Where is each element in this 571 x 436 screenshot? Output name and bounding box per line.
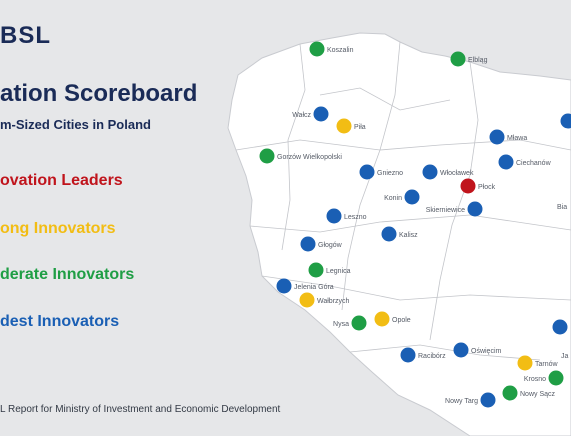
city-label-wa-brzych: Wałbrzych <box>317 298 350 305</box>
legend-modest: dest Innovators <box>0 313 120 330</box>
city-marker-racibo-rz <box>400 347 416 363</box>
city-label-konin: Konin <box>384 195 402 202</box>
city-marker-elbla-g <box>450 51 466 67</box>
city-marker-krosno <box>548 370 564 386</box>
city-marker-w-oc-awek <box>422 164 438 180</box>
city-marker-nowy-sa-cz <box>502 385 518 401</box>
city-label-ciechano-w: Ciechanów <box>516 160 552 167</box>
region-border <box>281 43 306 251</box>
city-marker-gorzo-w-wielkopolski <box>259 148 275 164</box>
city-label-tarno-w: Tarnów <box>535 361 559 368</box>
region-border <box>235 139 571 151</box>
city-marker-gniezno <box>359 164 375 180</box>
city-marker-tarno-w <box>517 355 533 371</box>
city-label-pi-a: Piła <box>354 124 366 131</box>
city-marker-kalisz <box>381 226 397 242</box>
city-marker-leszno <box>326 208 342 224</box>
city-label-bia: Bia <box>557 204 567 211</box>
region-border <box>319 87 451 111</box>
city-marker-ja <box>552 319 568 335</box>
region-border <box>249 214 571 233</box>
city-label-jelenia-go-ra: Jelenia Góra <box>294 284 334 291</box>
city-label-nowy-targ: Nowy Targ <box>445 398 478 405</box>
city-marker-nysa <box>351 315 367 331</box>
region-border <box>429 61 479 341</box>
city-marker-jelenia-go-ra <box>276 278 292 294</box>
region-border <box>349 344 541 361</box>
page-title: ation Scoreboard <box>0 80 198 107</box>
city-label-leszno: Leszno <box>344 214 367 221</box>
city-label-koszalin: Koszalin <box>327 47 354 54</box>
city-label-os-wie-cim: Oświęcim <box>471 348 502 355</box>
city-label-wa-cz: Wałcz <box>292 112 311 119</box>
city-label-skierniewice: Skierniewice <box>426 207 465 214</box>
city-label-p-ock: Płock <box>478 184 496 191</box>
city-marker-bia <box>560 113 571 129</box>
city-marker-p-ock <box>460 178 476 194</box>
city-marker-konin <box>404 189 420 205</box>
city-label-w-oc-awek: Włocławek <box>440 170 474 177</box>
legend-strong: ong Innovators <box>0 220 116 237</box>
city-label-gniezno: Gniezno <box>377 170 403 177</box>
page-subtitle: m-Sized Cities in Poland <box>0 117 151 132</box>
city-marker-g-ogo-w <box>300 236 316 252</box>
footer-source: L Report for Ministry of Investment and … <box>0 404 281 415</box>
city-label-racibo-rz: Racibórz <box>418 353 446 360</box>
city-marker-nowy-targ <box>480 392 496 408</box>
city-marker-os-wie-cim <box>453 342 469 358</box>
bsl-logo: BSL <box>0 22 51 49</box>
poland-outline <box>227 32 571 436</box>
legend-moderate: derate Innovators <box>0 266 135 283</box>
city-label-gorzo-w-wielkopolski: Gorzów Wielkopolski <box>277 154 342 161</box>
city-label-g-ogo-w: Głogów <box>318 242 343 249</box>
city-label-ja: Ja <box>561 353 569 360</box>
city-marker-wa-cz <box>313 106 329 122</box>
city-marker-m-awa <box>489 129 505 145</box>
city-label-elbla-g: Elbląg <box>468 57 488 64</box>
city-label-m-awa: Mława <box>507 135 527 142</box>
city-marker-pi-a <box>336 118 352 134</box>
city-marker-wa-brzych <box>299 292 315 308</box>
city-label-krosno: Krosno <box>524 376 546 383</box>
city-label-legnica: Legnica <box>326 268 351 275</box>
legend-leaders: ovation Leaders <box>0 172 123 189</box>
region-border <box>261 275 571 301</box>
city-marker-koszalin <box>309 41 325 57</box>
city-label-nowy-sa-cz: Nowy Sącz <box>520 391 556 398</box>
city-label-nysa: Nysa <box>333 321 349 328</box>
city-marker-skierniewice <box>467 201 483 217</box>
city-marker-legnica <box>308 262 324 278</box>
city-marker-ciechano-w <box>498 154 514 170</box>
city-label-opole: Opole <box>392 317 411 324</box>
city-label-kalisz: Kalisz <box>399 232 418 239</box>
city-marker-opole <box>374 311 390 327</box>
